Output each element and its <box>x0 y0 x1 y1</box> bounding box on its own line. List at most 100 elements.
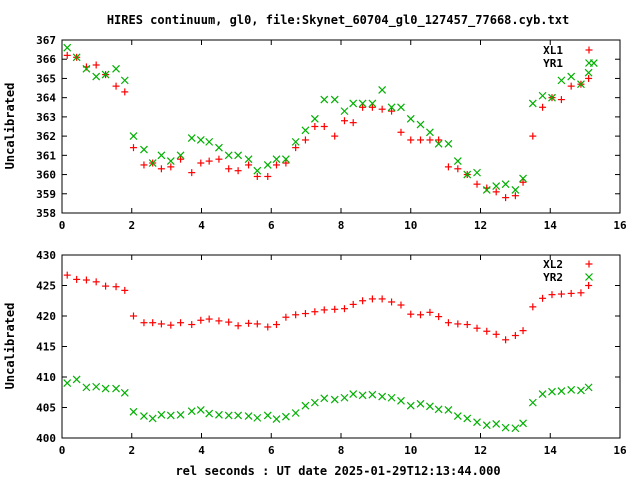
data-point <box>358 99 367 108</box>
data-point <box>502 336 510 344</box>
data-point <box>140 145 148 154</box>
data-point <box>378 105 386 113</box>
x-tick-label: 12 <box>474 219 487 232</box>
data-point <box>234 411 243 420</box>
data-point <box>416 120 425 129</box>
data-point <box>511 424 520 433</box>
data-point <box>320 394 329 403</box>
legend-label: YR1 <box>543 57 563 70</box>
data-point <box>444 163 452 171</box>
legend-marker <box>585 59 593 67</box>
data-point <box>148 159 157 167</box>
data-point <box>519 178 527 186</box>
data-point <box>148 414 157 423</box>
data-point <box>82 276 90 284</box>
data-point <box>548 291 556 299</box>
data-point <box>368 99 377 108</box>
x-tick-label: 6 <box>268 219 275 232</box>
data-point <box>225 318 233 326</box>
plot-frame <box>61 39 621 214</box>
data-point <box>311 123 319 130</box>
data-point <box>166 157 175 166</box>
data-point <box>176 151 185 160</box>
legend-marker <box>585 260 593 268</box>
data-point <box>187 134 196 142</box>
data-point <box>426 308 434 316</box>
y-tick-label: 363 <box>36 111 56 124</box>
legend-label: YR2 <box>543 271 563 284</box>
data-point <box>63 43 72 52</box>
data-point <box>92 72 101 81</box>
data-point <box>272 415 281 424</box>
data-point <box>368 390 377 399</box>
y-tick-label: 425 <box>36 280 56 293</box>
x-tick-label: 6 <box>268 444 275 457</box>
data-point <box>473 168 481 177</box>
data-point <box>272 155 281 164</box>
data-point <box>453 157 462 166</box>
data-point <box>157 320 165 328</box>
data-point <box>167 321 175 329</box>
data-point <box>149 319 157 327</box>
data-point <box>263 161 272 169</box>
data-point <box>528 398 537 407</box>
data-point <box>528 99 537 108</box>
x-tick-label: 8 <box>338 444 345 457</box>
data-point <box>519 419 527 428</box>
data-point <box>253 320 261 328</box>
data-point <box>112 82 120 90</box>
x-tick-label: 0 <box>59 444 66 457</box>
data-point <box>264 172 272 180</box>
data-point <box>320 306 328 314</box>
x-tick-label: 10 <box>404 219 417 232</box>
data-point <box>519 327 527 335</box>
data-point <box>585 74 593 82</box>
data-point <box>244 412 253 420</box>
data-point <box>539 294 547 302</box>
data-point <box>502 194 510 202</box>
data-point <box>92 61 100 69</box>
data-point <box>196 406 205 414</box>
data-point <box>434 139 443 148</box>
data-point <box>511 186 520 194</box>
data-point <box>416 399 425 408</box>
data-point <box>368 295 376 303</box>
data-point <box>225 165 233 173</box>
data-point <box>426 136 434 144</box>
data-point <box>454 320 462 328</box>
data-point <box>140 161 148 169</box>
data-point <box>473 324 481 332</box>
data-point <box>101 70 110 79</box>
plot-frame <box>61 254 621 439</box>
data-point <box>529 303 537 311</box>
x-tick-label: 8 <box>338 219 345 232</box>
data-point <box>444 406 453 414</box>
data-point <box>281 155 290 164</box>
data-point <box>177 155 185 163</box>
data-point <box>340 393 349 402</box>
data-point <box>301 126 310 135</box>
data-point <box>492 182 501 191</box>
data-point <box>292 311 300 319</box>
legend-marker <box>585 273 593 281</box>
data-point <box>224 411 233 420</box>
data-point <box>331 305 339 313</box>
data-point <box>359 297 367 305</box>
data-point <box>263 411 272 420</box>
data-point <box>282 313 290 321</box>
data-point <box>245 319 253 327</box>
data-point <box>205 409 214 418</box>
data-point <box>387 393 396 402</box>
data-point <box>292 144 300 152</box>
y-tick-label: 360 <box>36 169 56 182</box>
data-point <box>234 151 243 160</box>
data-point <box>166 411 175 420</box>
x-tick-label: 2 <box>128 219 135 232</box>
data-point <box>157 165 165 173</box>
data-point <box>453 412 462 420</box>
data-point <box>253 166 262 175</box>
data-point <box>406 114 415 123</box>
data-point <box>567 72 576 81</box>
data-point <box>92 382 101 391</box>
x-tick-label: 10 <box>404 444 417 457</box>
